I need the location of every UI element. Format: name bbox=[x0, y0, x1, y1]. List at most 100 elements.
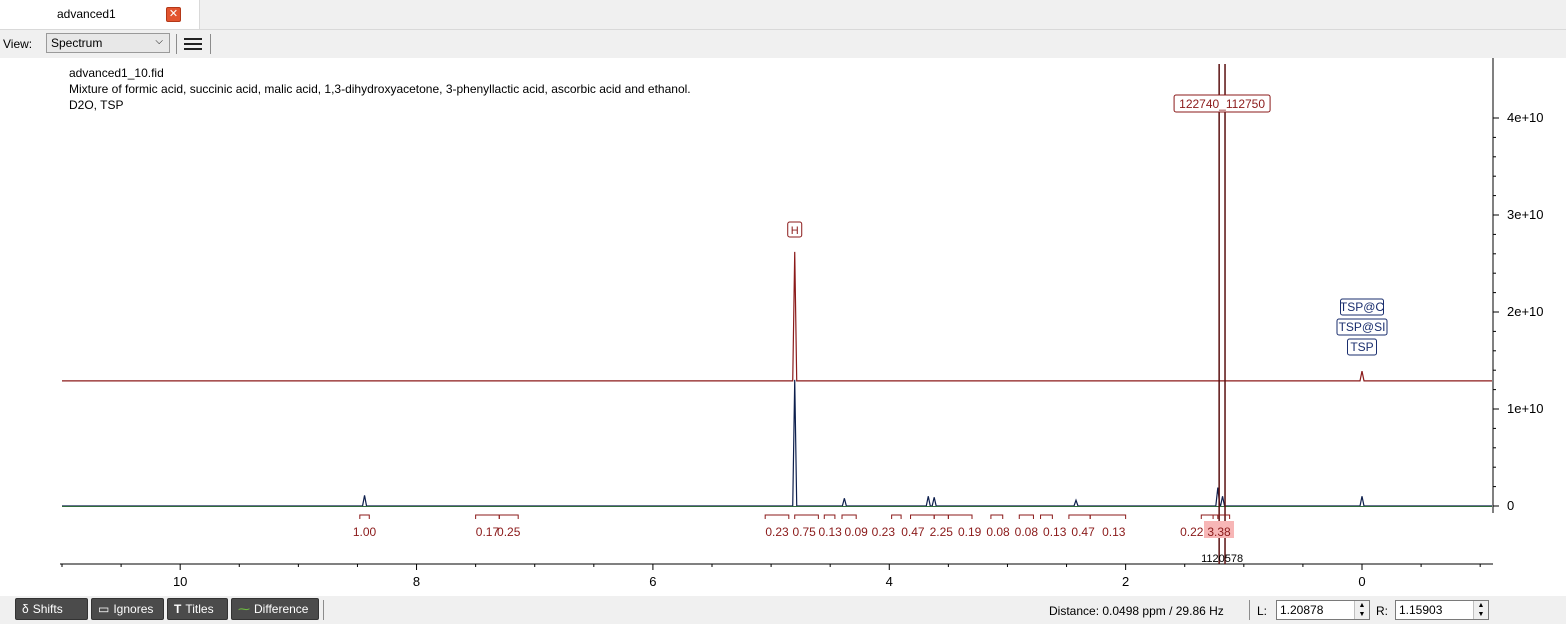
cursor-label-text: 122740_112750 bbox=[1179, 97, 1265, 111]
chevron-down-icon: ⌵ bbox=[155, 36, 163, 47]
integral-bracket bbox=[841, 514, 857, 519]
integral-value: 0.13 bbox=[1102, 525, 1126, 539]
peak-label-box bbox=[787, 221, 803, 238]
x-tick-label: 2 bbox=[1122, 574, 1129, 589]
tsp-label-box bbox=[1336, 318, 1388, 336]
x-tick-label: 6 bbox=[649, 574, 656, 589]
integral-value: 1.00 bbox=[353, 525, 377, 539]
tsp-label: TSP@C bbox=[1340, 300, 1385, 314]
cursor-value-text: 1120578 bbox=[1201, 553, 1243, 565]
series-line-sample bbox=[62, 379, 1492, 507]
tsp-label-box bbox=[1347, 338, 1377, 356]
x-tick-label: 4 bbox=[886, 574, 893, 589]
integral-bracket bbox=[1018, 514, 1034, 519]
integral-value: 0.22 bbox=[1180, 525, 1204, 539]
tab-advanced1[interactable]: advanced1 ✕ bbox=[0, 0, 200, 29]
bottom-separator bbox=[323, 600, 324, 620]
y-tick-label: 2e+10 bbox=[1507, 304, 1544, 319]
distance-readout: Distance: 0.0498 ppm / 29.86 Hz bbox=[1049, 604, 1224, 618]
bottom-bar: δ Shifts ▭ Ignores T Titles ⁓ Difference Dis… bbox=[0, 596, 1566, 624]
x-tick-label: 0 bbox=[1358, 574, 1365, 589]
hamburger-menu-icon[interactable] bbox=[184, 35, 204, 53]
rectangle-icon: ▭ bbox=[98, 602, 110, 616]
left-cursor-input[interactable]: 1.20878 ▲ ▼ bbox=[1276, 600, 1370, 620]
y-tick-label: 4e+10 bbox=[1507, 110, 1544, 125]
shifts-button[interactable]: δ Shifts bbox=[15, 598, 88, 620]
integral-bracket bbox=[933, 514, 949, 519]
tab-label: advanced1 bbox=[57, 7, 116, 21]
shifts-label: Shifts bbox=[32, 602, 63, 616]
spin-arrows-icon[interactable]: ▲ ▼ bbox=[1473, 601, 1488, 619]
integral-value: 0.13 bbox=[1043, 525, 1067, 539]
integral-bracket bbox=[1040, 514, 1053, 519]
text-icon: T bbox=[174, 602, 182, 616]
spectrum-chart[interactable]: 0 1e+10 2e+10 3e+10 4e+10 10 8 6 4 2 0 122740_11275… bbox=[0, 58, 1566, 594]
integral-value: 0.08 bbox=[1015, 525, 1039, 539]
close-icon[interactable]: ✕ bbox=[166, 7, 181, 22]
integral-value: 0.23 bbox=[765, 525, 789, 539]
integral-bracket bbox=[990, 514, 1004, 519]
bottom-separator bbox=[1249, 600, 1250, 620]
titles-label: Titles bbox=[185, 602, 214, 616]
integral-bracket bbox=[947, 514, 973, 519]
series-line-reference bbox=[62, 251, 1492, 382]
y-tick-label: 1e+10 bbox=[1507, 401, 1544, 416]
x-tick-label: 10 bbox=[173, 574, 187, 589]
x-tick-label: 8 bbox=[413, 574, 420, 589]
integral-value: 3.38 bbox=[1207, 525, 1231, 539]
waveform-icon: ⁓ bbox=[238, 602, 250, 616]
integral-bracket bbox=[1200, 514, 1219, 519]
right-cursor-input[interactable]: 1.15903 ▲ ▼ bbox=[1395, 600, 1489, 620]
toolbar-separator bbox=[210, 34, 211, 54]
integral-highlight bbox=[1204, 521, 1234, 538]
difference-button[interactable]: ⁓ Difference bbox=[231, 598, 319, 620]
peak-label-h: H bbox=[791, 225, 799, 237]
delta-icon: δ bbox=[22, 602, 29, 616]
integral-value: 0.23 bbox=[872, 525, 896, 539]
ignores-button[interactable]: ▭ Ignores bbox=[91, 598, 164, 620]
integral-bracket bbox=[498, 514, 519, 519]
integral-value: 0.47 bbox=[901, 525, 925, 539]
left-cursor-value: 1.20878 bbox=[1280, 603, 1324, 617]
spectrum-solvent: D2O, TSP bbox=[69, 98, 124, 112]
tsp-label: TSP bbox=[1350, 340, 1373, 354]
integral-value: 0.13 bbox=[819, 525, 843, 539]
integral-value: 0.08 bbox=[986, 525, 1010, 539]
integral-bracket bbox=[1089, 514, 1127, 519]
integral-bracket bbox=[1068, 514, 1091, 519]
right-cursor-label: R: bbox=[1376, 604, 1388, 618]
view-select-value: Spectrum bbox=[51, 36, 103, 50]
distance-value: 0.0498 ppm / 29.86 Hz bbox=[1102, 604, 1224, 618]
tsp-label: TSP@SI bbox=[1339, 320, 1386, 334]
spin-arrows-icon[interactable]: ▲ ▼ bbox=[1354, 601, 1369, 619]
toolbar-separator bbox=[176, 34, 177, 54]
integral-bracket bbox=[910, 514, 935, 519]
integral-value: 0.47 bbox=[1071, 525, 1095, 539]
integral-bracket bbox=[1212, 514, 1231, 519]
titles-button[interactable]: T Titles bbox=[167, 598, 228, 620]
spectrum-description: Mixture of formic acid, succinic acid, m… bbox=[69, 82, 691, 96]
difference-label: Difference bbox=[254, 602, 309, 616]
spectrum-plot[interactable]: 0 1e+10 2e+10 3e+10 4e+10 10 8 6 4 2 0 122740_11275… bbox=[0, 58, 1566, 594]
integral-bracket bbox=[475, 514, 500, 519]
integral-value: 0.09 bbox=[845, 525, 869, 539]
right-cursor-value: 1.15903 bbox=[1399, 603, 1443, 617]
view-label: View: bbox=[3, 37, 33, 51]
integral-value: 0.25 bbox=[497, 525, 521, 539]
integral-value: 2.25 bbox=[930, 525, 954, 539]
tsp-label-box bbox=[1340, 298, 1384, 316]
integral-value: 0.17 bbox=[476, 525, 500, 539]
integral-bracket bbox=[823, 514, 836, 519]
ignores-label: Ignores bbox=[113, 602, 154, 616]
integral-value: 0.19 bbox=[958, 525, 982, 539]
y-tick-label: 3e+10 bbox=[1507, 207, 1544, 222]
integral-bracket bbox=[764, 514, 790, 519]
left-cursor-label: L: bbox=[1257, 604, 1268, 618]
spectrum-filename: advanced1_10.fid bbox=[69, 66, 164, 80]
distance-label: Distance: bbox=[1049, 604, 1100, 618]
cursor-label-box bbox=[1173, 94, 1271, 113]
view-select[interactable]: Spectrum ⌵ bbox=[46, 33, 170, 53]
integral-bracket bbox=[891, 514, 902, 519]
y-tick-label: 0 bbox=[1507, 498, 1514, 513]
integral-bracket bbox=[359, 514, 370, 519]
